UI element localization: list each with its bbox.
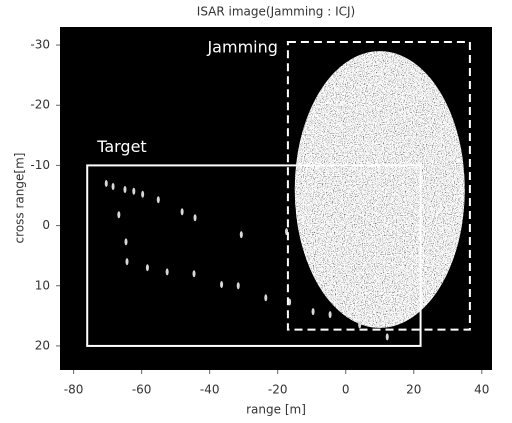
x-tick-label: -80 (64, 383, 84, 397)
y-tick-label: 0 (42, 218, 50, 232)
scatterer (141, 190, 145, 198)
x-tick-label: 20 (406, 383, 421, 397)
jamming-region (294, 51, 465, 328)
x-tick-label: 40 (474, 383, 489, 397)
y-tick-label: -30 (30, 38, 50, 52)
annotation-label: Jamming (206, 38, 277, 57)
image (104, 51, 465, 341)
scatterer (311, 308, 315, 316)
scatterer (236, 282, 240, 290)
x-tick-label: -60 (132, 383, 152, 397)
x-tick-label: -40 (200, 383, 220, 397)
scatterer (117, 211, 121, 219)
scatterer (111, 182, 115, 190)
scatterer (132, 187, 136, 195)
scatterer (124, 238, 128, 246)
y-tick-label: -20 (30, 98, 50, 112)
annotation-label: Target (96, 137, 147, 156)
x-tick-label: -20 (268, 383, 288, 397)
x-tick-label: 0 (342, 383, 350, 397)
scatterer (104, 179, 108, 187)
scatterer (123, 185, 127, 193)
scatterer (180, 208, 184, 216)
annotation-box (86, 164, 422, 347)
scatterer (358, 321, 362, 329)
y-axis-label: cross range[m] (13, 153, 27, 244)
scatterer (239, 231, 243, 239)
y-tick-label: 20 (35, 338, 50, 352)
chart-title: ISAR image(Jamming : ICJ) (197, 5, 355, 19)
scatterer (220, 281, 224, 289)
scatterer (193, 214, 197, 222)
scatterer (165, 268, 169, 276)
y-tick-label: 10 (35, 278, 50, 292)
annotation-box (286, 41, 471, 331)
scatterer (328, 311, 332, 319)
y-tick-label: -10 (30, 158, 50, 172)
scatterer (156, 196, 160, 204)
scatterer (125, 258, 129, 266)
x-axis-label: range [m] (246, 403, 306, 417)
scatterer (192, 270, 196, 278)
scatterer (145, 264, 149, 272)
scatterer (385, 333, 389, 341)
scatterer (264, 294, 268, 302)
